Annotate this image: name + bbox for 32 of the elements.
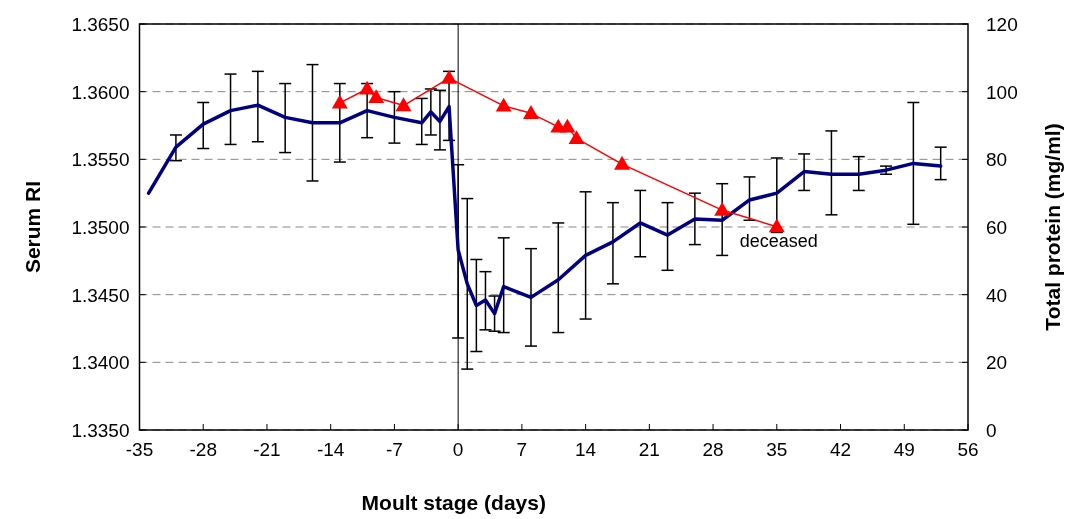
x-tick-label: -28 xyxy=(189,439,217,460)
y2-tick-label: 20 xyxy=(986,352,1008,374)
y-tick-label: 1.3600 xyxy=(71,81,130,103)
x-tick-label: 14 xyxy=(575,439,597,460)
x-tick-label: -7 xyxy=(385,439,403,460)
x-tick-label: 42 xyxy=(829,439,852,460)
y2-tick-label: 100 xyxy=(986,81,1018,103)
y-tick-label: 1.3650 xyxy=(71,14,130,35)
x-axis-title: Moult stage (days) xyxy=(361,491,546,514)
x-tick-label: 35 xyxy=(766,439,788,460)
y-tick-label: 1.3450 xyxy=(71,284,130,306)
y-tick-label: 1.3500 xyxy=(71,217,130,238)
y-tick-label: 1.3550 xyxy=(71,149,130,171)
x-tick-label: 28 xyxy=(702,439,724,460)
y2-tick-label: 40 xyxy=(986,284,1008,306)
annotation: deceased xyxy=(739,230,818,251)
y2-tick-label: 60 xyxy=(986,217,1008,238)
x-tick-label: 56 xyxy=(957,439,979,460)
y-axis-title: Serum RI xyxy=(21,180,44,274)
x-tick-label: 7 xyxy=(516,439,528,460)
y2-tick-label: 120 xyxy=(986,14,1018,35)
y2-tick-label: 0 xyxy=(986,420,997,441)
x-tick-label: -35 xyxy=(125,439,154,460)
y-tick-label: 1.3350 xyxy=(71,420,130,441)
x-tick-label: 49 xyxy=(893,439,915,460)
x-tick-label: -21 xyxy=(253,439,281,460)
x-tick-label: 0 xyxy=(452,439,464,460)
y2-axis-title: Total protein (mg/ml) xyxy=(1041,123,1064,331)
x-tick-label: -14 xyxy=(316,439,345,460)
y-tick-label: 1.3400 xyxy=(71,352,130,374)
x-tick-label: 21 xyxy=(638,439,660,460)
y2-tick-label: 80 xyxy=(986,149,1008,171)
